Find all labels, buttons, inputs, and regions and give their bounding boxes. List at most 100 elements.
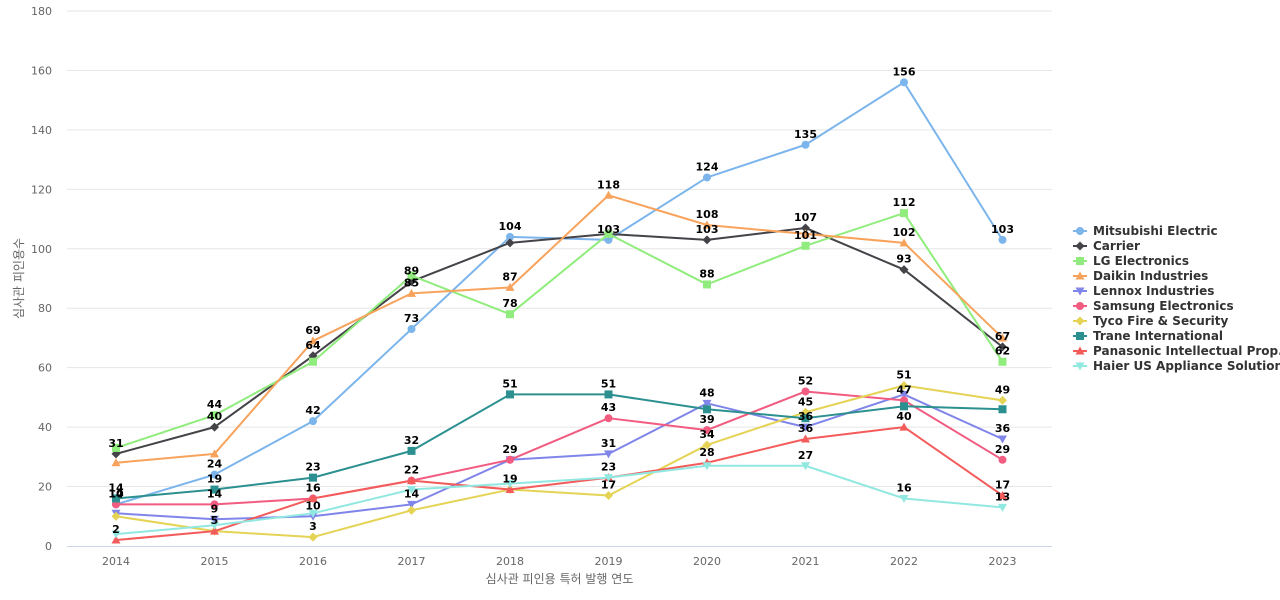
- legend-item[interactable]: Haier US Appliance Solutions: [1073, 359, 1280, 373]
- legend-marker[interactable]: [1076, 227, 1084, 235]
- data-point[interactable]: [309, 417, 317, 426]
- data-point[interactable]: [703, 426, 711, 435]
- data-point[interactable]: [111, 511, 121, 521]
- series-line[interactable]: [115, 426, 1004, 542]
- data-point[interactable]: [998, 235, 1007, 244]
- data-point[interactable]: [801, 387, 810, 396]
- data-point[interactable]: [998, 503, 1007, 512]
- data-point[interactable]: [703, 173, 711, 182]
- data-point[interactable]: [210, 485, 219, 494]
- data-point[interactable]: [210, 515, 219, 524]
- series-line[interactable]: [115, 464, 1003, 536]
- data-point[interactable]: [407, 486, 416, 495]
- legend-marker[interactable]: [1075, 241, 1085, 251]
- data-point[interactable]: [998, 395, 1007, 405]
- data-point[interactable]: [801, 140, 810, 149]
- data-point[interactable]: [505, 480, 515, 489]
- series-line[interactable]: [115, 393, 1003, 521]
- data-point[interactable]: [998, 490, 1007, 499]
- data-point[interactable]: [899, 390, 909, 399]
- series-line[interactable]: [115, 194, 1004, 464]
- legend-item[interactable]: Panasonic Intellectual Prop...: [1073, 344, 1280, 358]
- data-point[interactable]: [703, 405, 711, 414]
- data-point[interactable]: [604, 450, 613, 459]
- data-point[interactable]: [899, 494, 909, 503]
- legend-marker[interactable]: [1075, 287, 1085, 296]
- data-point[interactable]: [210, 422, 219, 432]
- legend-marker[interactable]: [1076, 332, 1084, 340]
- data-point[interactable]: [899, 265, 909, 275]
- data-point[interactable]: [111, 535, 121, 544]
- data-point[interactable]: [210, 470, 219, 479]
- data-point[interactable]: [407, 476, 416, 485]
- legend-item[interactable]: Tyco Fire & Security: [1073, 314, 1229, 328]
- series-line[interactable]: [115, 226, 1004, 455]
- data-point[interactable]: [998, 333, 1007, 342]
- data-point[interactable]: [900, 209, 908, 218]
- data-point[interactable]: [702, 440, 712, 450]
- series-line[interactable]: [115, 81, 1004, 506]
- legend-item[interactable]: Carrier: [1073, 239, 1140, 253]
- data-point[interactable]: [604, 490, 613, 500]
- data-point[interactable]: [801, 423, 810, 432]
- data-point[interactable]: [702, 220, 712, 229]
- data-point[interactable]: [801, 241, 810, 250]
- data-point[interactable]: [703, 280, 711, 289]
- series-line[interactable]: [115, 393, 1003, 500]
- legend-marker[interactable]: [1075, 316, 1085, 326]
- data-point[interactable]: [801, 462, 810, 471]
- data-point[interactable]: [309, 357, 317, 366]
- data-point[interactable]: [801, 229, 810, 238]
- data-point[interactable]: [210, 411, 219, 420]
- data-point[interactable]: [998, 455, 1007, 464]
- data-point[interactable]: [505, 485, 515, 494]
- data-point[interactable]: [407, 271, 416, 280]
- legend-item[interactable]: LG Electronics: [1073, 254, 1189, 268]
- data-point[interactable]: [604, 190, 613, 199]
- data-point[interactable]: [506, 310, 514, 319]
- data-point[interactable]: [308, 336, 318, 345]
- data-point[interactable]: [308, 532, 318, 542]
- data-point[interactable]: [210, 500, 219, 509]
- data-point[interactable]: [604, 229, 613, 238]
- legend-item[interactable]: Daikin Industries: [1073, 269, 1208, 283]
- data-point[interactable]: [998, 435, 1007, 444]
- legend-marker[interactable]: [1075, 271, 1085, 280]
- data-point[interactable]: [900, 402, 908, 411]
- data-point[interactable]: [604, 474, 613, 483]
- data-point[interactable]: [998, 405, 1007, 414]
- legend-marker[interactable]: [1076, 302, 1084, 310]
- data-point[interactable]: [702, 462, 712, 471]
- data-point[interactable]: [407, 505, 416, 515]
- data-point[interactable]: [309, 473, 317, 482]
- series-line[interactable]: [115, 212, 1004, 449]
- legend-item[interactable]: Samsung Electronics: [1073, 299, 1234, 313]
- data-point[interactable]: [801, 414, 810, 423]
- data-point[interactable]: [210, 521, 219, 530]
- data-point[interactable]: [899, 238, 909, 247]
- legend-marker[interactable]: [1075, 362, 1085, 371]
- data-point[interactable]: [506, 390, 514, 399]
- data-point[interactable]: [506, 455, 514, 464]
- data-point[interactable]: [801, 223, 810, 233]
- data-point[interactable]: [702, 399, 712, 408]
- data-point[interactable]: [702, 235, 712, 245]
- data-point[interactable]: [308, 509, 318, 518]
- data-point[interactable]: [900, 78, 908, 87]
- series-line[interactable]: [115, 384, 1003, 539]
- legend-marker[interactable]: [1075, 346, 1085, 355]
- data-point[interactable]: [407, 500, 416, 509]
- legend-item[interactable]: Mitsubishi Electric: [1073, 224, 1218, 238]
- data-point[interactable]: [210, 449, 219, 458]
- legend-item[interactable]: Trane International: [1073, 329, 1223, 343]
- data-point[interactable]: [111, 458, 121, 467]
- data-point[interactable]: [604, 414, 613, 423]
- data-point[interactable]: [112, 443, 120, 452]
- data-point[interactable]: [506, 232, 514, 241]
- data-point[interactable]: [505, 282, 515, 291]
- series-line[interactable]: [116, 390, 1004, 506]
- data-point[interactable]: [604, 390, 613, 399]
- data-point[interactable]: [998, 357, 1007, 366]
- data-point[interactable]: [505, 238, 515, 248]
